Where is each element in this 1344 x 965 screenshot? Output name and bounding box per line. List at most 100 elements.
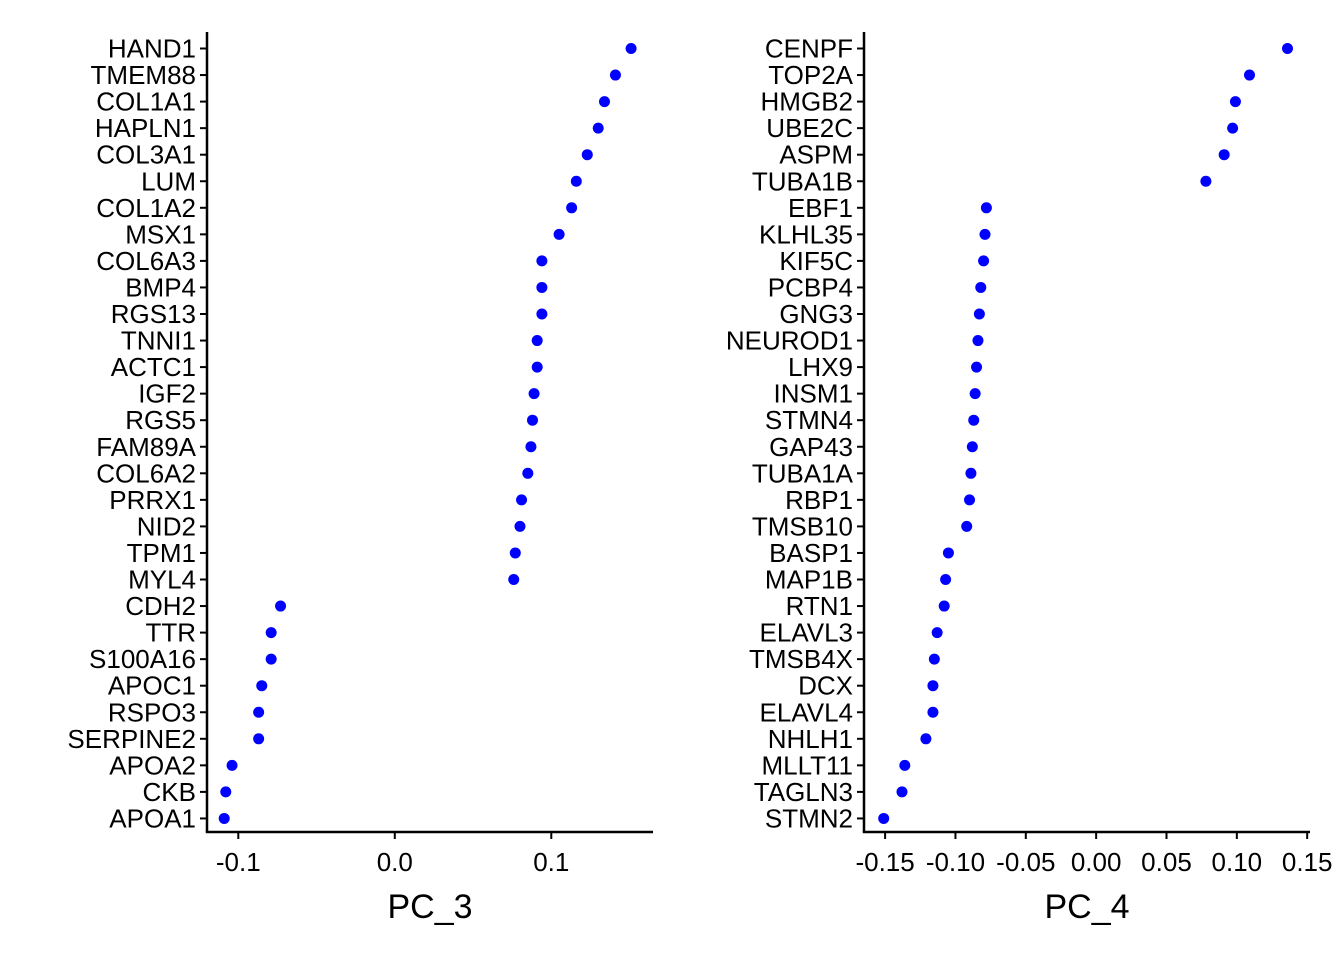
pc3-data-point	[218, 812, 230, 824]
pc4-data-point	[920, 733, 932, 745]
pc4-data-point	[975, 281, 987, 293]
pc4-data-point	[961, 520, 973, 532]
pc4-x-tick-label: 0.15	[1282, 847, 1333, 877]
pc3-gene-label: RSPO3	[108, 697, 196, 727]
pc3-data-point	[525, 441, 537, 453]
pc3-x-tick-label: -0.1	[216, 847, 261, 877]
pc3-data-point	[516, 494, 528, 506]
pc3-gene-label: TPM1	[127, 538, 196, 568]
pc4-gene-label: GNG3	[779, 299, 853, 329]
pc4-x-tick-label: -0.10	[926, 847, 985, 877]
pc4-gene-label: TUBA1B	[752, 166, 853, 196]
pc3-data-point	[570, 175, 582, 187]
pc4-gene-label: DCX	[798, 671, 853, 701]
pc3-gene-label: MYL4	[128, 565, 196, 595]
pc3-gene-label: ACTC1	[111, 352, 196, 382]
pc4-gene-label: HMGB2	[761, 87, 853, 117]
pc3-gene-label: COL1A2	[96, 193, 196, 223]
pc3-data-point	[275, 600, 287, 612]
pc3-gene-label: MSX1	[125, 219, 196, 249]
pc3-gene-label: COL6A3	[96, 246, 196, 276]
pc4-data-point	[1227, 122, 1239, 134]
pc3-data-point	[625, 43, 637, 54]
pc3-data-point	[265, 653, 277, 665]
pc3-gene-label: IGF2	[138, 379, 196, 409]
pc4-gene-label: TOP2A	[768, 60, 853, 90]
pc4-data-point	[980, 202, 992, 214]
pc3-gene-label: APOA2	[109, 750, 196, 780]
pc3-data-point	[514, 520, 526, 532]
pc4-data-point	[938, 600, 950, 612]
pc4-data-point	[1200, 175, 1212, 187]
pc3-gene-label: COL3A1	[96, 140, 196, 170]
pc4-gene-label: ELAVL4	[760, 697, 853, 727]
pc4-gene-label: MLLT11	[761, 750, 853, 780]
pc4-data-point	[927, 706, 939, 718]
pc3-gene-label: COL1A1	[96, 87, 196, 117]
pc4-gene-label: RBP1	[785, 485, 853, 515]
pc4-gene-label: TUBA1A	[752, 458, 854, 488]
pc4-data-point	[927, 680, 939, 692]
pc3-data-point	[220, 786, 232, 798]
pc3-data-point	[522, 467, 534, 479]
pc3-data-point	[508, 574, 520, 585]
pc4-data-point	[1229, 96, 1241, 108]
pc4-data-point	[979, 228, 991, 240]
pc4-data-point	[899, 759, 911, 771]
pc4-gene-label: GAP43	[769, 432, 853, 462]
pc4-data-point	[896, 786, 908, 798]
pc3-gene-label: HAND1	[108, 34, 196, 64]
pc3-gene-label: HAPLN1	[95, 113, 196, 143]
pc3-data-point	[226, 759, 238, 771]
pc4-data-point	[928, 653, 940, 665]
pc4-x-tick-label: -0.15	[855, 847, 914, 877]
pc4-data-point	[973, 308, 985, 320]
pc3-gene-label: LUM	[141, 166, 196, 196]
pc3-data-point	[509, 547, 521, 559]
pc3-data-point	[528, 388, 540, 400]
pc4-data-point	[1244, 69, 1256, 81]
pc3-data-point	[253, 733, 265, 745]
pc4-gene-label: INSM1	[774, 379, 853, 409]
pc4-data-point	[940, 574, 952, 585]
pc3-data-point	[536, 281, 548, 293]
pc3-data-point	[253, 706, 265, 718]
pc4-gene-label: STMN2	[765, 803, 853, 833]
pc3-gene-label: S100A16	[89, 644, 196, 674]
pc4-data-point	[878, 812, 890, 824]
pc3-data-point	[598, 96, 610, 108]
pc3-gene-label: FAM89A	[96, 432, 196, 462]
pc4-data-point	[1281, 43, 1293, 54]
pc4-data-point	[964, 494, 976, 506]
pc3-data-point	[527, 414, 539, 426]
pc3-data-point	[553, 228, 565, 240]
pc4-gene-label: MAP1B	[765, 565, 853, 595]
pc4-gene-label: LHX9	[788, 352, 853, 382]
pc4-data-point	[971, 361, 983, 373]
pc3-gene-label: TTR	[145, 618, 196, 648]
pc3-data-point	[566, 202, 578, 214]
pc4-data-point	[972, 335, 984, 347]
pc3-gene-label: CDH2	[125, 591, 196, 621]
pc4-gene-label: ELAVL3	[760, 618, 853, 648]
pc4-gene-label: TMSB4X	[749, 644, 853, 674]
pc3-gene-label: TMEM88	[91, 60, 196, 90]
pc3-gene-label: CKB	[143, 777, 196, 807]
pc3-gene-label: RGS13	[111, 299, 196, 329]
pc4-x-axis-title: PC_4	[1044, 888, 1129, 926]
pc3-data-point	[592, 122, 604, 134]
pc4-gene-label: ASPM	[779, 140, 853, 170]
pc3-gene-label: PRRX1	[109, 485, 196, 515]
pc3-gene-label: BMP4	[125, 272, 196, 302]
pc4-gene-label: PCBP4	[768, 272, 853, 302]
pc4-gene-label: TAGLN3	[754, 777, 853, 807]
pc4-gene-label: STMN4	[765, 405, 853, 435]
pc3-data-point	[265, 627, 277, 639]
pc4-gene-label: BASP1	[769, 538, 853, 568]
pc4-data-point	[1218, 149, 1230, 161]
pc4-x-tick-label: 0.00	[1071, 847, 1122, 877]
pc4-gene-label: KLHL35	[759, 219, 853, 249]
pc4-x-tick-label: 0.05	[1141, 847, 1192, 877]
